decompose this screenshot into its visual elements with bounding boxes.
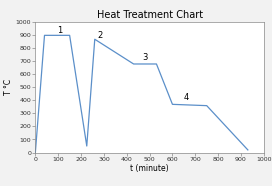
Text: 2: 2 [97,31,102,40]
Title: Heat Treatment Chart: Heat Treatment Chart [97,10,203,20]
X-axis label: t (minute): t (minute) [130,164,169,174]
Text: 1: 1 [57,26,62,35]
Text: 4: 4 [184,93,189,102]
Y-axis label: T °C: T °C [4,79,13,95]
Text: 3: 3 [143,53,148,62]
